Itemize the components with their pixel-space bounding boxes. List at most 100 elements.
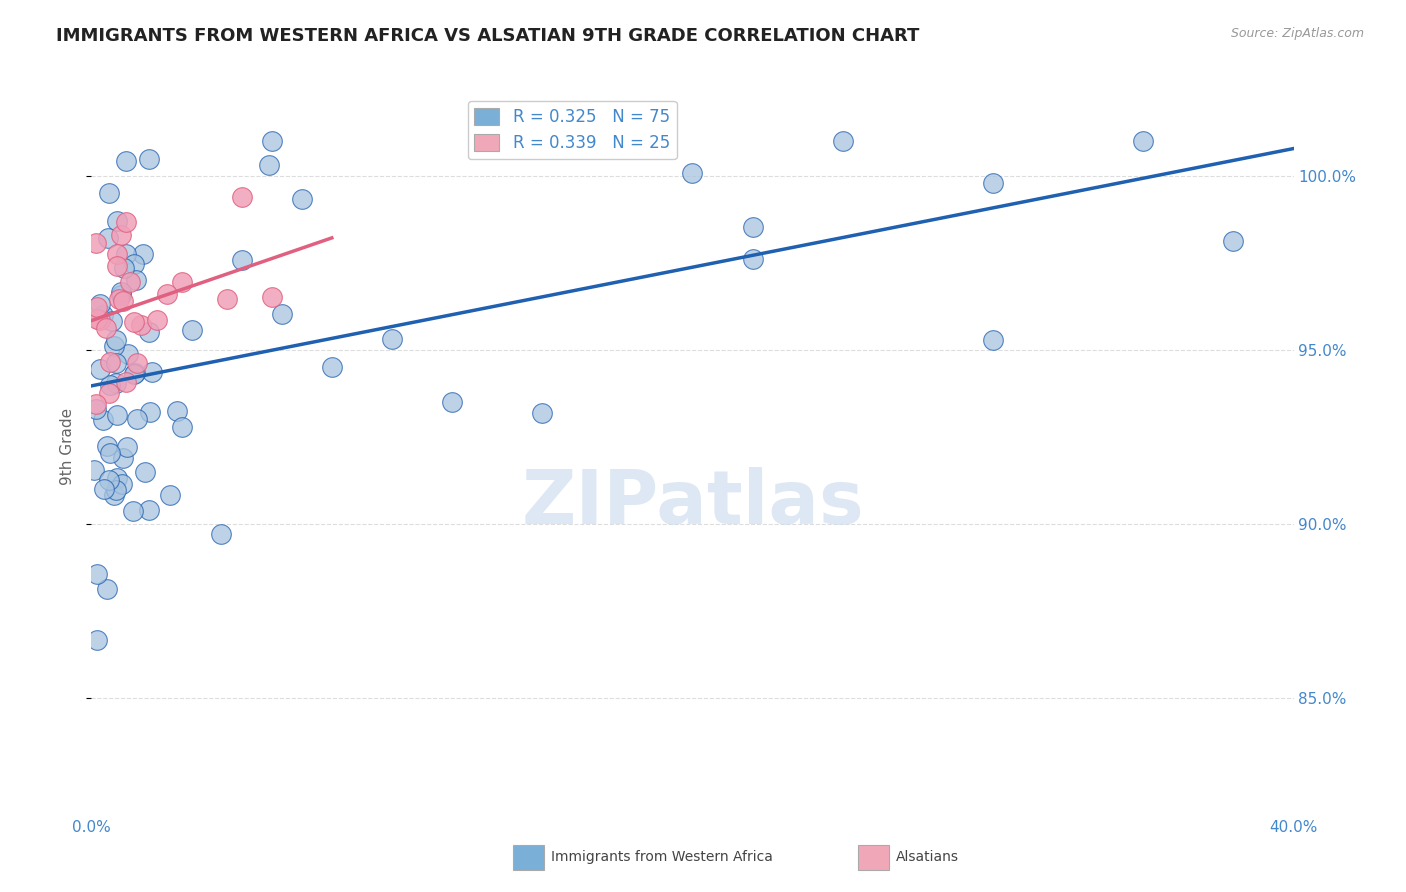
Point: [111, 476, 134, 491]
Point: [105, 376, 128, 390]
Point: [172, 419, 194, 434]
Text: Alsatians: Alsatians: [896, 850, 959, 864]
Text: Source: ZipAtlas.com: Source: ZipAtlas.com: [1230, 27, 1364, 40]
Point: [129, 318, 152, 333]
Point: [139, 405, 162, 419]
Point: [170, 275, 193, 289]
Point: [981, 333, 1004, 347]
Point: [138, 325, 160, 339]
Point: [97, 473, 120, 487]
Point: [105, 333, 128, 347]
Point: [114, 247, 136, 261]
Point: [84, 397, 107, 411]
Point: [111, 450, 134, 465]
Point: [89, 312, 111, 326]
Point: [681, 166, 703, 180]
Point: [122, 257, 145, 271]
Point: [98, 446, 121, 460]
Point: [100, 314, 122, 328]
Point: [105, 247, 128, 261]
Point: [84, 402, 107, 417]
Point: [103, 488, 125, 502]
Point: [115, 215, 138, 229]
Point: [134, 465, 156, 479]
Point: [260, 135, 283, 149]
Point: [100, 355, 122, 369]
Point: [125, 273, 148, 287]
Point: [89, 297, 111, 311]
Point: [104, 356, 127, 370]
Point: [138, 153, 160, 167]
Point: [86, 300, 108, 314]
Point: [291, 192, 314, 206]
Y-axis label: 9th Grade: 9th Grade: [59, 408, 75, 484]
Point: [1132, 135, 1154, 149]
Text: IMMIGRANTS FROM WESTERN AFRICA VS ALSATIAN 9TH GRADE CORRELATION CHART: IMMIGRANTS FROM WESTERN AFRICA VS ALSATI…: [56, 27, 920, 45]
Point: [122, 368, 145, 382]
Point: [141, 366, 163, 380]
Point: [98, 377, 121, 392]
Point: [215, 292, 238, 306]
Point: [259, 158, 281, 172]
Point: [105, 214, 128, 228]
Point: [122, 503, 145, 517]
Point: [127, 356, 149, 370]
Point: [271, 307, 294, 321]
Point: [132, 246, 155, 260]
Point: [125, 412, 148, 426]
Point: [105, 408, 128, 422]
Point: [108, 292, 131, 306]
Point: [741, 220, 763, 235]
Point: [103, 339, 125, 353]
Point: [105, 483, 128, 498]
Text: ZIPatlas: ZIPatlas: [522, 467, 863, 540]
Point: [155, 287, 177, 301]
Point: [211, 527, 233, 541]
Point: [159, 487, 181, 501]
Point: [110, 285, 132, 299]
Point: [117, 346, 139, 360]
Point: [86, 633, 108, 648]
Point: [112, 261, 135, 276]
Point: [118, 275, 141, 289]
Point: [93, 483, 115, 497]
Point: [98, 186, 121, 201]
Point: [96, 582, 118, 596]
Point: [981, 176, 1004, 190]
Legend: R = 0.325   N = 75, R = 0.339   N = 25: R = 0.325 N = 75, R = 0.339 N = 25: [468, 101, 676, 159]
Point: [114, 375, 136, 389]
Point: [114, 153, 136, 168]
Point: [83, 463, 105, 477]
Point: [86, 312, 108, 326]
Point: [741, 252, 763, 267]
Point: [145, 312, 167, 326]
Text: 40.0%: 40.0%: [1270, 821, 1317, 835]
Point: [181, 323, 204, 337]
Point: [1222, 234, 1244, 248]
Point: [321, 360, 343, 375]
Point: [441, 394, 464, 409]
Point: [105, 259, 128, 273]
Point: [531, 406, 554, 420]
Point: [96, 439, 118, 453]
Point: [107, 471, 129, 485]
Point: [231, 190, 253, 204]
Point: [115, 440, 138, 454]
Point: [89, 361, 111, 376]
Point: [138, 503, 160, 517]
Text: 0.0%: 0.0%: [72, 821, 111, 835]
Point: [86, 566, 108, 581]
Point: [91, 308, 114, 322]
Point: [111, 293, 134, 308]
Text: Immigrants from Western Africa: Immigrants from Western Africa: [551, 850, 773, 864]
Point: [97, 231, 120, 245]
Point: [231, 252, 253, 267]
Point: [94, 321, 117, 335]
Point: [110, 287, 132, 301]
Point: [91, 413, 114, 427]
Point: [122, 315, 145, 329]
Point: [831, 135, 853, 149]
Point: [124, 366, 146, 380]
Point: [110, 228, 132, 243]
Point: [166, 403, 188, 417]
